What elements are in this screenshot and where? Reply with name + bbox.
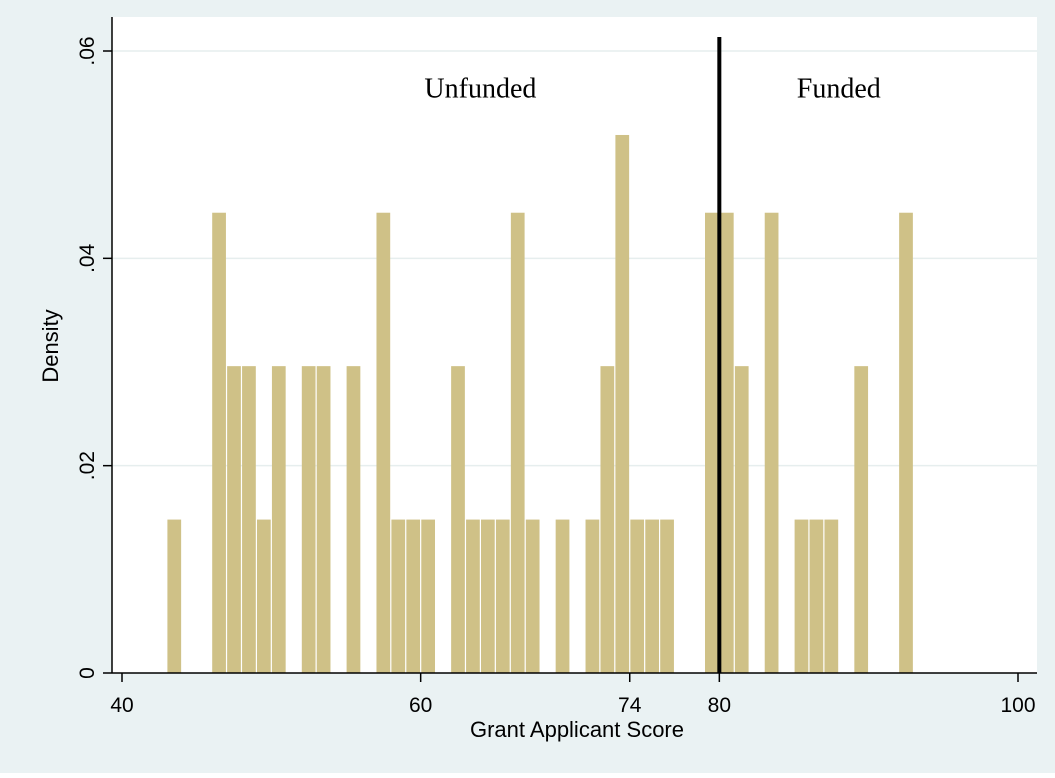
- histogram-bar: [227, 366, 241, 673]
- histogram-bar: [316, 366, 331, 673]
- histogram-bar: [346, 366, 361, 673]
- histogram-bar: [645, 519, 659, 673]
- histogram-bar: [600, 366, 615, 673]
- histogram-bar: [585, 519, 600, 673]
- histogram-bar: [555, 519, 570, 673]
- x-tick-label: 74: [618, 694, 642, 717]
- histogram-bar: [376, 212, 391, 673]
- grid-lines: [112, 50, 1037, 467]
- histogram-bar: [824, 519, 839, 673]
- histogram-bar: [271, 366, 286, 673]
- histogram-bar: [391, 519, 406, 673]
- histogram-bar: [466, 519, 480, 673]
- histogram-bar: [212, 212, 226, 673]
- bars: [167, 134, 913, 674]
- histogram-bar: [421, 519, 435, 673]
- histogram-bar: [510, 212, 525, 673]
- histogram-bar: [794, 519, 809, 673]
- histogram-bar: [301, 366, 316, 673]
- y-tick-label: .06: [76, 36, 99, 65]
- histogram-bar: [481, 519, 495, 673]
- annotations: Unfunded Funded: [424, 74, 880, 105]
- x-tick-label: 100: [1000, 694, 1035, 717]
- y-axis-label: Density: [38, 309, 63, 382]
- histogram-bar: [660, 519, 674, 673]
- x-axis-label: Grant Applicant Score: [470, 717, 684, 742]
- histogram-bar: [242, 366, 256, 673]
- histogram-bar: [809, 519, 824, 673]
- x-axis-ticks: 40 60 74 80 100: [110, 673, 1036, 717]
- histogram-bar: [734, 366, 749, 673]
- histogram-bar: [719, 212, 734, 673]
- histogram-bar: [495, 519, 510, 673]
- histogram-bar: [451, 366, 465, 673]
- y-axis-ticks: 0 .02 .04 .06: [76, 36, 112, 679]
- region-annotation: Funded: [797, 74, 881, 105]
- histogram-bar: [406, 519, 421, 673]
- histogram-bar: [764, 212, 779, 673]
- histogram-bar: [615, 134, 630, 674]
- histogram-bar: [167, 519, 182, 673]
- x-tick-label: 40: [110, 694, 133, 717]
- histogram-bar: [630, 519, 645, 673]
- region-annotation: Unfunded: [424, 74, 536, 105]
- y-tick-label: 0: [76, 667, 99, 679]
- histogram-bar: [705, 212, 719, 673]
- y-tick-label: .02: [76, 451, 99, 480]
- x-tick-label: 80: [708, 694, 731, 717]
- histogram-bar: [525, 519, 540, 673]
- histogram-bar: [257, 519, 271, 673]
- y-tick-label: .04: [76, 243, 99, 273]
- histogram-bar: [899, 212, 913, 673]
- histogram-bar: [854, 366, 869, 673]
- x-tick-label: 60: [409, 694, 432, 717]
- axes: [111, 17, 1037, 674]
